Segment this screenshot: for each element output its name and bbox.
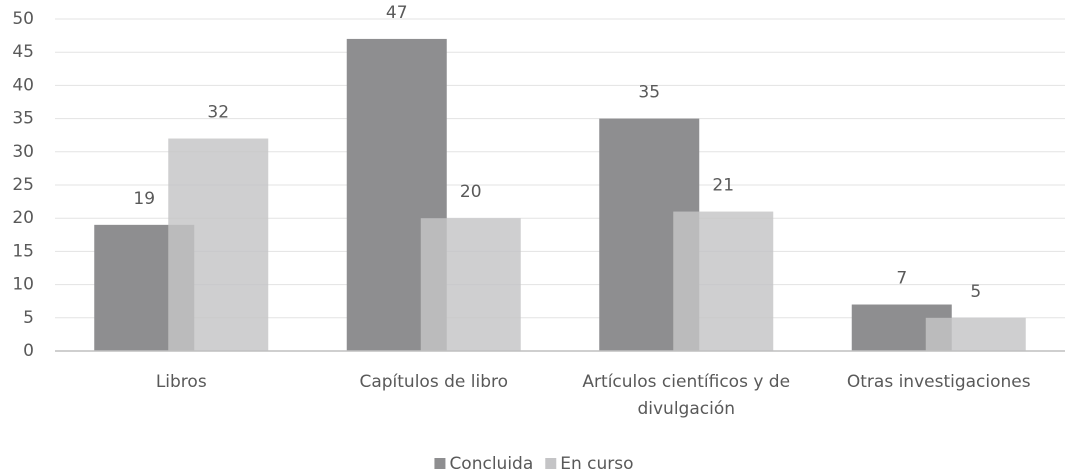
y-tick-label: 30 (12, 142, 34, 162)
y-tick-label: 5 (23, 308, 34, 328)
y-tick-label: 45 (12, 42, 34, 62)
y-tick-label: 0 (23, 341, 34, 361)
bar (168, 138, 269, 351)
data-label: 19 (133, 189, 155, 209)
bar (420, 218, 521, 351)
data-label: 21 (712, 176, 734, 196)
data-label: 47 (386, 3, 408, 23)
data-label: 7 (896, 269, 907, 289)
legend-swatch (545, 458, 557, 469)
x-tick-label: Capítulos de libro (359, 372, 509, 392)
data-label: 32 (207, 103, 229, 123)
legend-swatch (434, 458, 446, 469)
bar (925, 317, 1026, 351)
y-tick-label: 10 (12, 275, 34, 295)
y-tick-label: 40 (12, 75, 34, 95)
x-tick-label: Libros (155, 372, 207, 392)
data-label: 35 (638, 83, 660, 103)
legend-label: Concluida (449, 454, 533, 474)
y-tick-label: 35 (12, 109, 34, 129)
y-tick-label: 25 (12, 175, 34, 195)
legend-label: En curso (560, 454, 633, 474)
x-tick-label: Otras investigaciones (846, 372, 1031, 392)
data-label: 20 (460, 182, 482, 202)
data-label: 5 (970, 282, 981, 302)
x-tick-label: Artículos científicos y de divulgación (582, 372, 791, 419)
y-tick-label: 50 (12, 9, 34, 29)
bar (673, 211, 774, 351)
y-tick-label: 15 (12, 241, 34, 261)
y-tick-label: 20 (12, 208, 34, 228)
